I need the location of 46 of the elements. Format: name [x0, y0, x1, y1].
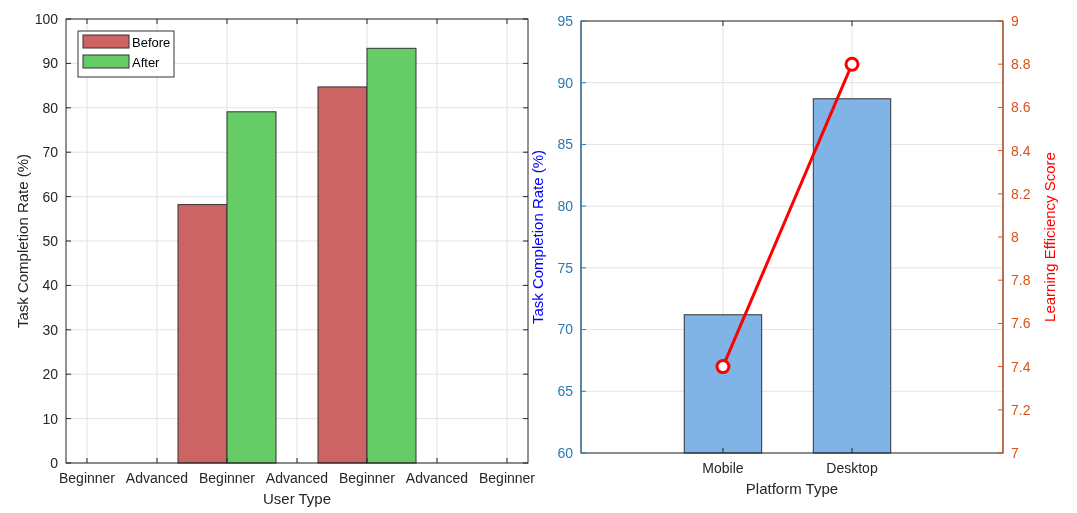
y-tick-label: 10 [42, 410, 59, 427]
y-tick-label: 75 [557, 259, 574, 276]
y2-tick-label: 7 [1011, 444, 1019, 461]
y-tick-label: 100 [34, 10, 59, 27]
x-axis-title: Platform Type [745, 480, 839, 497]
x-tick-label: Mobile [702, 460, 744, 476]
x-tick-label: Beginner [58, 470, 116, 486]
y2-tick-label: 7.6 [1011, 315, 1031, 332]
y2-tick-label: 7.4 [1011, 358, 1031, 375]
y-tick-label: 60 [42, 188, 59, 205]
y-tick-label: 20 [42, 366, 59, 383]
y-tick-label: 30 [42, 321, 59, 338]
y2-tick-label: 8.8 [1011, 56, 1031, 73]
x-tick-label: Beginner [338, 470, 396, 486]
y-tick-label: 40 [42, 277, 59, 294]
y-tick-label: 90 [42, 55, 59, 72]
x-tick-label: Advanced [265, 470, 329, 486]
y-tick-label: 50 [42, 232, 59, 249]
y2-tick-label: 8.2 [1011, 185, 1031, 202]
legend-label: After [132, 54, 161, 70]
x-tick-label: Advanced [405, 470, 469, 486]
y2-axis-title: Learning Efficiency Score [1041, 152, 1058, 322]
y2-tick-label: 8 [1011, 228, 1019, 245]
y2-tick-label: 8.6 [1011, 99, 1031, 116]
x-tick-label: Advanced [125, 470, 189, 486]
y2-tick-label: 7.2 [1011, 401, 1031, 418]
legend-label: Before [132, 34, 171, 50]
y-tick-label: 90 [557, 74, 574, 91]
y-tick-label: 60 [557, 444, 574, 461]
y-tick-label: 80 [42, 99, 59, 116]
y-tick-label: 0 [50, 454, 59, 471]
y-tick-label: 70 [42, 144, 59, 161]
y-axis-title: Task Completion Rate (%) [14, 153, 31, 329]
y-tick-label: 65 [557, 383, 574, 400]
x-tick-label: Beginner [198, 470, 256, 486]
y-tick-label: 70 [557, 321, 574, 338]
x-tick-label: Beginner [478, 470, 536, 486]
x-axis-title: User Type [262, 490, 332, 507]
y-tick-label: 95 [557, 12, 574, 29]
y2-tick-label: 7.8 [1011, 272, 1031, 289]
y2-tick-label: 9 [1011, 12, 1019, 29]
y2-tick-label: 8.4 [1011, 142, 1031, 159]
y-tick-label: 80 [557, 198, 574, 215]
y-tick-label: 85 [557, 136, 574, 153]
x-tick-label: Desktop [826, 460, 878, 476]
y-axis-title: Task Completion Rate (%) [529, 149, 546, 325]
